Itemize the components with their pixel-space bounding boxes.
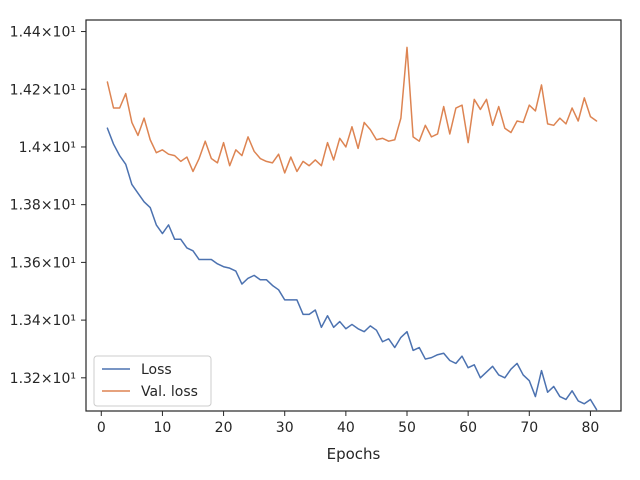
- x-tick-label: 50: [398, 420, 416, 436]
- y-tick-label: 1.4×10¹: [19, 140, 76, 156]
- y-tick-label: 1.44×10¹: [10, 25, 76, 41]
- legend-label-loss: Loss: [141, 362, 172, 378]
- x-tick-label: 0: [97, 420, 106, 436]
- x-tick-label: 10: [154, 420, 172, 436]
- y-tick-label: 1.34×10¹: [10, 313, 76, 329]
- x-axis-label: Epochs: [327, 445, 381, 463]
- y-tick-label: 1.38×10¹: [10, 198, 76, 214]
- y-tick-label: 1.36×10¹: [10, 255, 76, 271]
- y-tick-label: 1.32×10¹: [10, 371, 76, 387]
- ticks-layer: 0 10 20 30 40 50 60 70 80 1.32×10¹ 1.34×10¹ 1.36×10…: [10, 25, 600, 436]
- series-line-val-loss: [106, 46, 598, 174]
- x-tick-label: 70: [520, 420, 538, 436]
- x-tick-label: 60: [459, 420, 477, 436]
- legend: Loss Val. loss: [93, 355, 212, 407]
- x-tick-label: 80: [582, 420, 600, 436]
- legend-label-val-loss: Val. loss: [141, 384, 198, 400]
- x-tick-label: 40: [337, 420, 355, 436]
- series-line-loss: [106, 127, 598, 411]
- x-tick-label: 30: [276, 420, 294, 436]
- x-tick-label: 20: [215, 420, 233, 436]
- series-layer: [106, 46, 598, 411]
- y-tick-label: 1.42×10¹: [10, 82, 76, 98]
- plot-frame: [85, 19, 622, 412]
